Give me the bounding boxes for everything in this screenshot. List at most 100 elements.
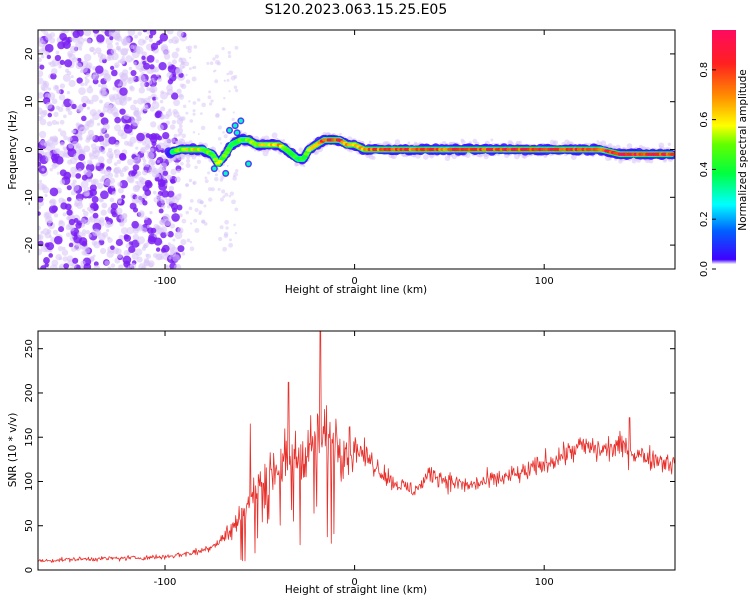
spectrogram-noise-point [56, 89, 62, 94]
spectrogram-noise-point [108, 94, 115, 101]
spectrogram-ridge-band [246, 161, 251, 166]
spectrogram-noise-point [115, 207, 123, 215]
spectrogram-noise-point [208, 187, 212, 191]
spectrogram-ridge-core [210, 153, 216, 158]
spectrogram-noise-point [107, 266, 112, 269]
spectrogram-noise-point [143, 79, 148, 83]
spectrogram-noise-point [42, 228, 50, 236]
spectrogram-noise-point [138, 210, 145, 217]
spectrogram-noise-point [66, 216, 71, 221]
spectrogram-noise-point [164, 197, 168, 201]
spectrogram-noise-point [46, 145, 53, 152]
spectrogram-noise-point [149, 106, 155, 112]
colorbar-label: Normalized spectral amplitude [737, 69, 749, 230]
spectrogram-noise-point [104, 221, 112, 228]
spectrogram-noise-point [78, 47, 83, 51]
spectrogram-ridge-halo [339, 132, 342, 136]
spectrogram-noise-point [83, 30, 92, 37]
spectrogram-noise-point [142, 200, 148, 206]
spectrogram-noise-point [177, 127, 184, 134]
spectrogram-noise-point [67, 159, 73, 165]
spectrogram-noise-point [189, 246, 195, 252]
spectrogram-noise-point [106, 107, 113, 114]
spectrogram-noise-point [77, 231, 84, 238]
spectrogram-noise-point [179, 132, 183, 136]
spectrogram-noise-point [219, 142, 223, 145]
spectrogram-noise-point [47, 87, 52, 91]
spectrogram-noise-point [233, 74, 238, 79]
spectrogram-noise-point [156, 253, 164, 260]
spectrogram-noise-point [53, 235, 63, 245]
spectrogram-noise-point [108, 136, 117, 145]
spectrogram-noise-point [109, 197, 115, 203]
spectrogram-y-ticks: -20 -10 0 10 20 [24, 48, 675, 253]
spectrogram-noise-point [63, 263, 70, 269]
spectrogram-noise-point [175, 162, 179, 166]
spectrogram-noise-point [51, 98, 58, 105]
spectrogram-noise-point [72, 30, 80, 39]
spectrogram-noise-point [107, 103, 113, 110]
spectrogram-ridge-band [238, 118, 243, 123]
spectrogram-x-tick-label: 100 [535, 276, 554, 287]
spectrogram-noise-point [109, 36, 114, 41]
spectrogram-noise-point [87, 233, 92, 238]
spectrogram-noise-point [182, 65, 185, 69]
spectrogram-noise-point [136, 132, 145, 142]
spectrogram-noise-point [50, 68, 58, 75]
spectrogram-noise-point [70, 182, 76, 187]
spectrogram-ridge-halo [497, 153, 500, 157]
spectrogram-x-tick-label: -100 [154, 276, 177, 287]
spectrogram-noise-point [51, 259, 59, 267]
spectrogram-noise-point [188, 67, 192, 71]
spectrogram-noise-point [68, 136, 73, 142]
spectrogram-noise-point [219, 178, 224, 182]
spectrogram-noise-point [83, 210, 89, 217]
spectrogram-noise-point [81, 115, 87, 122]
spectrogram-noise-point [114, 62, 120, 68]
snr-y-tick-label: 50 [24, 519, 35, 532]
spectrogram-noise-point [91, 94, 99, 102]
spectrogram-noise-point [176, 75, 180, 79]
spectrogram-noise-point [100, 30, 106, 33]
spectrogram-y-axis-label: Frequency (Hz) [7, 110, 19, 189]
spectrogram-noise-point [141, 51, 148, 57]
spectrogram-noise-point [73, 243, 82, 251]
spectrogram-noise-point [62, 256, 69, 262]
spectrogram-noise-point [149, 64, 155, 70]
spectrogram-noise-point [74, 198, 83, 207]
spectrogram-noise-point [208, 90, 212, 94]
spectrogram-noise-point [99, 112, 105, 118]
spectrogram-noise-point [111, 69, 118, 77]
spectrogram-noise-point [41, 168, 45, 172]
spectrogram-noise-point [127, 265, 132, 269]
spectrogram-ridge-halo [518, 140, 522, 144]
spectrogram-noise-point [189, 198, 194, 203]
spectrogram-noise-point [70, 45, 78, 54]
colorbar-tick-label: 0.6 [699, 112, 710, 128]
spectrogram-noise-point [92, 112, 100, 121]
spectrogram-noise-point [71, 57, 78, 63]
spectrogram-noise-point [107, 237, 113, 243]
spectrogram-noise-point [85, 78, 90, 84]
spectrogram-noise-point [132, 164, 140, 171]
spectrogram-noise-point [198, 210, 203, 214]
spectrogram-noise-point [117, 83, 121, 87]
spectrogram-ridge-halo [570, 154, 577, 161]
spectrogram-noise-point [118, 169, 123, 174]
spectrogram-noise-point [235, 169, 239, 173]
spectrogram-noise-point [80, 180, 89, 189]
spectrogram-noise-point [100, 54, 107, 61]
spectrogram-noise-point [66, 91, 71, 95]
spectrogram-noise-point [150, 161, 156, 166]
spectrogram-noise-point [149, 85, 158, 94]
spectrogram-noise-point [170, 168, 177, 175]
spectrogram-noise-point [152, 79, 156, 83]
spectrogram-ridge-core [217, 159, 223, 164]
spectrogram-noise-point [223, 233, 229, 239]
spectrogram-noise-point [46, 54, 52, 60]
spectrogram-noise-point [126, 226, 134, 235]
spectrogram-noise-point [72, 257, 79, 264]
spectrogram-noise-point [76, 77, 83, 84]
spectrogram-noise-point [178, 213, 183, 218]
spectrogram-noise-point [159, 33, 169, 42]
